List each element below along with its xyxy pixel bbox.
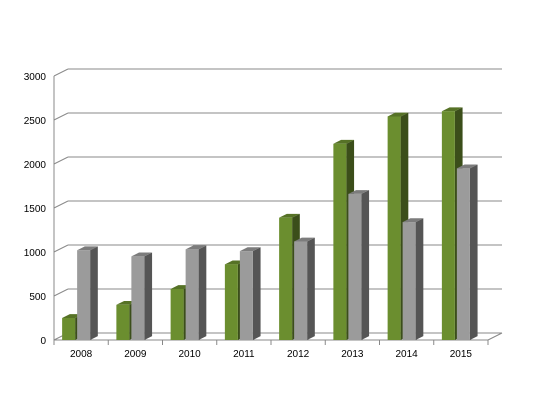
- bar-front: [77, 250, 91, 340]
- bar-front: [170, 288, 184, 340]
- bar: [185, 245, 207, 340]
- bar-side: [252, 247, 261, 340]
- bar: [77, 246, 98, 340]
- y-tick-label: 3000: [24, 72, 47, 83]
- bar: [456, 164, 478, 340]
- bar-top: [77, 246, 98, 251]
- bar-side: [144, 252, 153, 340]
- x-tick-label: 2014: [396, 349, 419, 360]
- bar-front: [116, 304, 130, 340]
- bar-front: [224, 264, 238, 340]
- bar-side: [469, 164, 478, 340]
- gridline-diagonal: [53, 156, 69, 165]
- bar-front: [239, 251, 253, 340]
- y-tick-label: 1500: [24, 204, 47, 215]
- bar-front: [348, 193, 362, 340]
- x-tick-label: 2008: [70, 349, 93, 360]
- x-tick-label: 2012: [287, 349, 310, 360]
- x-tick-label: 2009: [124, 349, 147, 360]
- y-tick-label: 1000: [24, 248, 47, 259]
- bar-top: [185, 245, 207, 250]
- bar: [239, 247, 261, 340]
- bar-front: [279, 217, 293, 340]
- bar-top: [279, 213, 300, 218]
- bar-top: [402, 218, 424, 223]
- bar-top: [456, 164, 478, 169]
- bar-side: [307, 237, 315, 340]
- bars: [62, 107, 478, 340]
- gridline-diagonal: [53, 288, 69, 297]
- bar: [348, 190, 370, 340]
- gridline-diagonal: [53, 200, 69, 209]
- bar-top: [387, 112, 409, 117]
- bar: [402, 218, 424, 340]
- gridline-diagonal: [53, 68, 69, 77]
- gridline-diagonal: [53, 112, 69, 121]
- y-tick-label: 2000: [24, 160, 47, 171]
- bar-front: [402, 222, 416, 340]
- x-tick-label: 2015: [450, 349, 473, 360]
- bar-side: [198, 245, 207, 340]
- bar-top: [131, 252, 153, 257]
- bar-front: [441, 111, 455, 340]
- bar-top: [294, 237, 315, 242]
- x-tick-label: 2013: [341, 349, 364, 360]
- bar-front: [62, 318, 76, 340]
- bar-front: [387, 116, 401, 340]
- gridlines: [53, 68, 503, 341]
- bar-top: [348, 190, 370, 194]
- gridline-diagonal: [53, 244, 69, 253]
- y-tick-label: 500: [29, 292, 46, 303]
- x-tick-label: 2011: [233, 349, 255, 360]
- bar-front: [456, 168, 470, 340]
- x-tick-label: 2010: [179, 349, 202, 360]
- bar-top: [239, 247, 261, 252]
- bar-side: [90, 246, 98, 340]
- bar-front: [333, 143, 347, 340]
- y-tick-label: 0: [40, 336, 46, 347]
- bar-front: [185, 249, 199, 340]
- floor-edge: [487, 332, 503, 341]
- bar: [294, 237, 315, 340]
- bar-side: [361, 190, 370, 340]
- bar-front: [294, 241, 308, 340]
- bar-front: [131, 256, 145, 340]
- bar-side: [415, 218, 424, 340]
- y-tick-label: 2500: [24, 116, 47, 127]
- bar: [131, 252, 153, 340]
- bar-top: [441, 107, 463, 112]
- bar-top: [333, 139, 355, 144]
